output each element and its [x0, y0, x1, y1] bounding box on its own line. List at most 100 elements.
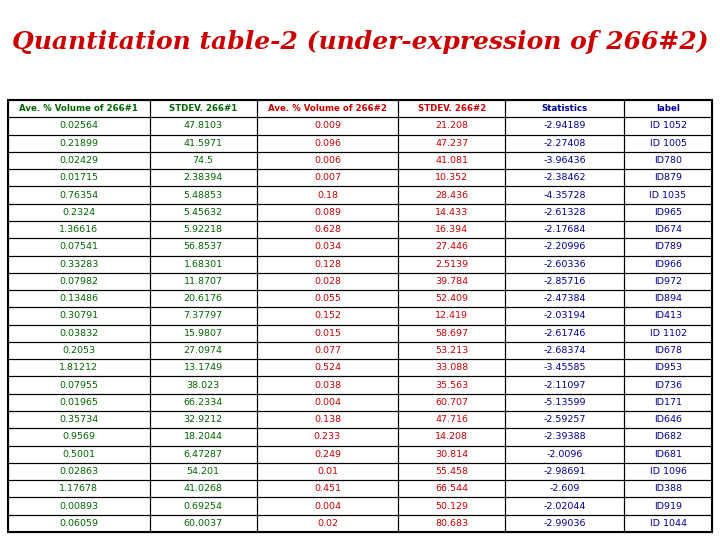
Bar — [150, 411, 257, 428]
Bar — [624, 152, 712, 169]
Bar — [398, 152, 505, 169]
Bar — [150, 480, 257, 497]
Bar — [624, 238, 712, 255]
Bar — [150, 428, 257, 446]
Bar — [257, 342, 398, 359]
Bar — [257, 428, 398, 446]
Bar — [150, 238, 257, 255]
Text: ID953: ID953 — [654, 363, 682, 373]
Text: 0.02863: 0.02863 — [59, 467, 99, 476]
Bar — [150, 376, 257, 394]
Text: 0.249: 0.249 — [314, 450, 341, 459]
Text: ID682: ID682 — [654, 433, 682, 442]
Bar — [505, 325, 624, 342]
Text: 1.17678: 1.17678 — [59, 484, 99, 494]
Text: 14.208: 14.208 — [436, 433, 468, 442]
Bar — [257, 221, 398, 238]
Text: 2.5139: 2.5139 — [436, 260, 469, 269]
Text: -2.609: -2.609 — [549, 484, 580, 494]
Bar — [257, 238, 398, 255]
Text: -2.99036: -2.99036 — [544, 519, 586, 528]
Text: ID388: ID388 — [654, 484, 682, 494]
Bar — [8, 359, 150, 376]
Text: ID 1052: ID 1052 — [649, 122, 686, 131]
Text: 0.76354: 0.76354 — [59, 191, 99, 200]
Bar — [624, 359, 712, 376]
Text: 0.07541: 0.07541 — [59, 242, 99, 252]
Text: ID894: ID894 — [654, 294, 682, 303]
Bar — [8, 221, 150, 238]
Bar — [8, 152, 150, 169]
Bar — [257, 169, 398, 186]
Bar — [150, 273, 257, 290]
Bar — [150, 446, 257, 463]
Text: 0.524: 0.524 — [314, 363, 341, 373]
Text: -2.61746: -2.61746 — [544, 329, 586, 338]
Text: 0.21899: 0.21899 — [59, 139, 99, 148]
Text: 20.6176: 20.6176 — [184, 294, 222, 303]
Bar — [257, 186, 398, 204]
Text: 0.2324: 0.2324 — [62, 208, 95, 217]
Bar — [624, 428, 712, 446]
Bar — [8, 273, 150, 290]
Bar — [8, 100, 150, 117]
Text: 0.009: 0.009 — [314, 122, 341, 131]
Text: Ave. % Volume of 266#2: Ave. % Volume of 266#2 — [268, 104, 387, 113]
Bar — [257, 446, 398, 463]
Text: 35.563: 35.563 — [435, 381, 469, 390]
Bar — [257, 411, 398, 428]
Bar — [398, 411, 505, 428]
Text: 0.18: 0.18 — [317, 191, 338, 200]
Bar — [8, 497, 150, 515]
Bar — [150, 255, 257, 273]
Bar — [624, 134, 712, 152]
Text: ID972: ID972 — [654, 277, 682, 286]
Text: -2.60336: -2.60336 — [544, 260, 586, 269]
Bar — [505, 394, 624, 411]
Text: 0.004: 0.004 — [314, 398, 341, 407]
Text: -2.39388: -2.39388 — [544, 433, 586, 442]
Bar — [505, 221, 624, 238]
Text: 1.81212: 1.81212 — [59, 363, 99, 373]
Text: 5.92218: 5.92218 — [184, 225, 222, 234]
Text: ID 1005: ID 1005 — [649, 139, 686, 148]
Bar — [257, 307, 398, 325]
Bar — [624, 100, 712, 117]
Bar — [624, 342, 712, 359]
Text: -2.0096: -2.0096 — [546, 450, 583, 459]
Text: 0.152: 0.152 — [314, 312, 341, 321]
Text: 58.697: 58.697 — [436, 329, 468, 338]
Text: 60.0037: 60.0037 — [184, 519, 222, 528]
Bar — [505, 307, 624, 325]
Text: 41.5971: 41.5971 — [184, 139, 222, 148]
Text: Quantitation table-2 (under-expression of 266#2): Quantitation table-2 (under-expression o… — [12, 30, 708, 54]
Text: 21.208: 21.208 — [436, 122, 468, 131]
Text: -2.27408: -2.27408 — [544, 139, 586, 148]
Bar — [257, 100, 398, 117]
Text: 16.394: 16.394 — [436, 225, 469, 234]
Bar — [398, 446, 505, 463]
Bar — [624, 273, 712, 290]
Bar — [257, 463, 398, 480]
Bar — [8, 446, 150, 463]
Bar — [398, 238, 505, 255]
Bar — [150, 515, 257, 532]
Text: ID 1044: ID 1044 — [649, 519, 686, 528]
Bar — [8, 117, 150, 134]
Text: -2.68374: -2.68374 — [544, 346, 586, 355]
Text: 6.47287: 6.47287 — [184, 450, 222, 459]
Bar — [624, 463, 712, 480]
Bar — [150, 463, 257, 480]
Bar — [398, 342, 505, 359]
Bar — [398, 307, 505, 325]
Text: 2.38394: 2.38394 — [184, 173, 222, 183]
Bar — [398, 376, 505, 394]
Bar — [150, 359, 257, 376]
Text: ID681: ID681 — [654, 450, 682, 459]
Bar — [505, 100, 624, 117]
Bar — [150, 221, 257, 238]
Text: 80.683: 80.683 — [436, 519, 469, 528]
Text: 56.8537: 56.8537 — [184, 242, 222, 252]
Text: 0.03832: 0.03832 — [59, 329, 99, 338]
Bar — [257, 359, 398, 376]
